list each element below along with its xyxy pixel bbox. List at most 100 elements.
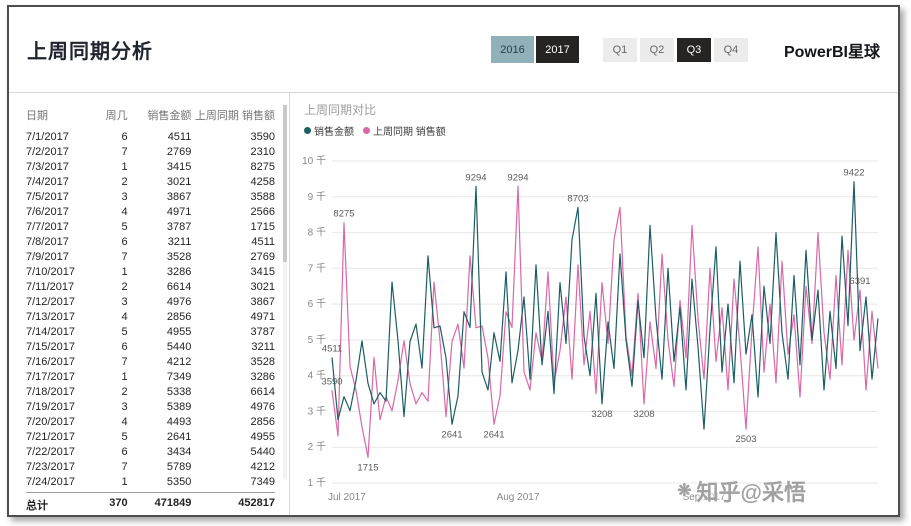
cell-prev: 4955: [250, 430, 275, 443]
cell-dow: 7: [121, 250, 128, 263]
cell-prev: 3787: [250, 325, 275, 338]
table-body: 7/1/2017 6 4511 3590 7/2/2017 7 2769 2310 7/3/20…: [26, 129, 275, 489]
quarter-button-Q2[interactable]: Q2: [639, 37, 674, 62]
table-row[interactable]: 7/19/2017 3 5389 4976: [26, 399, 275, 414]
table-row[interactable]: 7/21/2017 5 2641 4955: [26, 429, 275, 444]
cell-sales: 3867: [166, 190, 192, 203]
year-button-2016[interactable]: 2016: [490, 36, 534, 63]
chart-text: 3590: [321, 376, 342, 387]
total-sales: 471849: [154, 497, 192, 509]
cell-prev: 4258: [250, 175, 275, 188]
table-row[interactable]: 7/2/2017 7 2769 2310: [26, 144, 275, 159]
sales-line[interactable]: [331, 181, 879, 430]
cell-dow: 1: [121, 265, 128, 278]
table-row[interactable]: 7/4/2017 2 3021 4258: [26, 174, 275, 189]
cell-date: 7/16/2017: [26, 355, 75, 368]
cell-sales: 3787: [166, 220, 192, 233]
table-row[interactable]: 7/9/2017 7 3528 2769: [26, 249, 275, 264]
chart-text: 4 千: [308, 370, 326, 382]
brand-text: PowerBI星球: [783, 43, 880, 61]
col-header-prevweek[interactable]: 上周同期 销售额: [194, 110, 275, 122]
table-row[interactable]: 7/1/2017 6 4511 3590: [26, 129, 275, 144]
chart-text: 2503: [735, 434, 756, 445]
cell-prev: 4976: [250, 400, 275, 413]
cell-date: 7/4/2017: [26, 175, 69, 188]
cell-prev: 2769: [250, 250, 275, 263]
cell-prev: 7349: [250, 475, 275, 488]
cell-sales: 4212: [166, 355, 192, 368]
year-button-2017[interactable]: 2017: [535, 36, 579, 63]
prev-week-line[interactable]: [331, 185, 879, 458]
table-row[interactable]: 7/8/2017 6 3211 4511: [26, 234, 275, 249]
table-row[interactable]: 7/12/2017 3 4976 3867: [26, 294, 275, 309]
chart-text: 9 千: [308, 191, 326, 203]
cell-dow: 4: [121, 415, 128, 428]
table-row[interactable]: 7/10/2017 1 3286 3415: [26, 264, 275, 279]
cell-prev: 3588: [250, 190, 275, 203]
chart-text: 1 千: [308, 477, 326, 489]
quarter-button-Q1[interactable]: Q1: [602, 37, 637, 62]
table-row[interactable]: 7/16/2017 7 4212 3528: [26, 354, 275, 369]
cell-date: 7/11/2017: [26, 280, 75, 293]
table-row[interactable]: 7/14/2017 5 4955 3787: [26, 324, 275, 339]
cell-date: 7/7/2017: [26, 220, 69, 233]
cell-prev: 3867: [250, 295, 275, 308]
legend-item[interactable]: 销售金额: [304, 123, 354, 138]
table-row[interactable]: 7/3/2017 1 3415 8275: [26, 159, 275, 174]
cell-sales: 3434: [166, 445, 192, 458]
table-row[interactable]: 7/6/2017 4 4971 2566: [26, 204, 275, 219]
table-row[interactable]: 7/18/2017 2 5338 6614: [26, 384, 275, 399]
legend-dot-icon: [363, 127, 370, 134]
table-row[interactable]: 7/11/2017 2 6614 3021: [26, 279, 275, 294]
col-header-weekday[interactable]: 周几: [105, 110, 128, 122]
cell-sales: 3021: [166, 175, 192, 188]
col-header-date[interactable]: 日期: [26, 110, 48, 122]
table-total-row: 总计 370 471849 452817: [26, 492, 275, 513]
chart-text: Sep 2017: [683, 492, 726, 503]
cell-date: 7/5/2017: [26, 190, 69, 203]
chart-text: Jul 2017: [328, 492, 366, 503]
cell-dow: 3: [121, 400, 128, 413]
cell-sales: 5789: [166, 460, 192, 473]
table-row[interactable]: 7/24/2017 1 5350 7349: [26, 474, 275, 489]
table-row[interactable]: 7/17/2017 1 7349 3286: [26, 369, 275, 384]
cell-dow: 4: [121, 205, 128, 218]
cell-sales: 3528: [166, 250, 192, 263]
line-chart-host[interactable]: 1 千 2 千 3 千 4 千 5 千 6 千 7 千 8 千 9 千 10 千 Jul 2017 A…: [298, 149, 892, 513]
cell-date: 7/3/2017: [26, 160, 69, 173]
cell-sales: 5440: [166, 340, 192, 353]
cell-prev: 4212: [250, 460, 275, 473]
cell-prev: 3286: [250, 370, 275, 383]
table-row[interactable]: 7/20/2017 4 4493 2856: [26, 414, 275, 429]
table-row[interactable]: 7/15/2017 6 5440 3211: [26, 339, 275, 354]
chart-panel: 上周同期对比 销售金额 上周同期 销售额 1 千 2 千 3 千 4 千 5 千 6 千 7 …: [290, 93, 898, 515]
cell-prev: 2310: [250, 145, 275, 158]
cell-date: 7/22/2017: [26, 445, 75, 458]
table-scrollbar[interactable]: [283, 105, 287, 479]
cell-sales: 2769: [166, 145, 192, 158]
col-header-sales[interactable]: 销售金额: [147, 110, 192, 122]
table-row[interactable]: 7/13/2017 4 2856 4971: [26, 309, 275, 324]
table-row[interactable]: 7/5/2017 3 3867 3588: [26, 189, 275, 204]
cell-date: 7/10/2017: [26, 265, 75, 278]
legend-item[interactable]: 上周同期 销售额: [363, 123, 446, 138]
quarter-button-Q4[interactable]: Q4: [713, 37, 748, 62]
table-row[interactable]: 7/7/2017 5 3787 1715: [26, 219, 275, 234]
chart-text: 9294: [507, 172, 528, 183]
cell-dow: 4: [121, 310, 128, 323]
line-chart[interactable]: 1 千 2 千 3 千 4 千 5 千 6 千 7 千 8 千 9 千 10 千 Jul 2017 A…: [298, 149, 892, 513]
cell-date: 7/17/2017: [26, 370, 75, 383]
cell-date: 7/13/2017: [26, 310, 75, 323]
scrollbar-thumb[interactable]: [283, 105, 287, 263]
cell-dow: 1: [121, 475, 128, 488]
chart-text: 2641: [483, 429, 504, 440]
table-row[interactable]: 7/23/2017 7 5789 4212: [26, 459, 275, 474]
cell-date: 7/23/2017: [26, 460, 75, 473]
cell-date: 7/24/2017: [26, 475, 75, 488]
cell-sales: 3415: [166, 160, 192, 173]
report-header: 上周同期分析 2016 2017 Q1 Q2 Q3 Q4 PowerBI星球: [9, 7, 898, 93]
quarter-button-Q3[interactable]: Q3: [676, 37, 711, 62]
cell-date: 7/6/2017: [26, 205, 69, 218]
chart-text: 8 千: [308, 227, 326, 239]
table-row[interactable]: 7/22/2017 6 3434 5440: [26, 444, 275, 459]
